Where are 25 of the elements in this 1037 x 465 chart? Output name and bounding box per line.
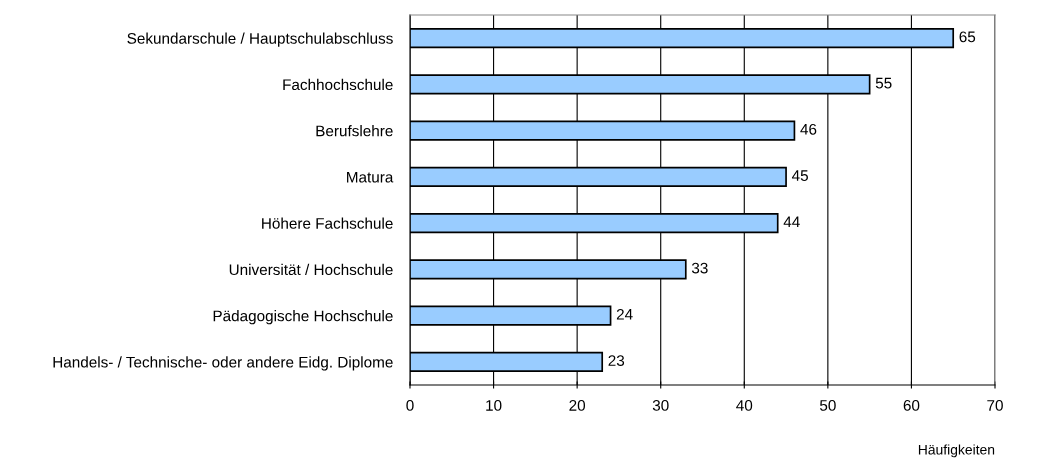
x-tick-label: 20	[569, 399, 586, 411]
x-tick-label: 60	[903, 399, 920, 411]
y-tick-label: Sekundarschule / Hauptschulabschluss	[127, 32, 393, 47]
data-label: 65	[959, 31, 976, 43]
x-tick-label: 0	[406, 399, 414, 411]
x-tick-label: 40	[736, 399, 753, 411]
data-label: 45	[791, 170, 808, 181]
x-tick-label: 30	[652, 399, 669, 411]
y-tick-label: Fachhochschule	[283, 78, 393, 91]
data-label: 24	[616, 308, 633, 320]
y-tick-label: Handels- / Technische- oder andere Eidg. Diplome	[53, 356, 393, 371]
y-tick-label: Pädagogische Hochschule	[213, 310, 393, 325]
data-label: 44	[783, 216, 800, 228]
y-tick-label: Universität / Hochschule	[229, 263, 393, 276]
y-tick-label: Berufslehre	[316, 125, 393, 137]
x-tick-label: 50	[819, 399, 836, 411]
data-label: 33	[691, 262, 708, 274]
x-tick-label: 10	[486, 399, 502, 411]
y-tick-label: Matura	[347, 171, 394, 183]
data-label: 23	[608, 355, 625, 366]
data-label: 46	[800, 123, 817, 135]
data-label: 55	[875, 77, 892, 89]
y-tick-label: Höhere Fachschule	[262, 217, 393, 229]
x-axis-title: Häufigkeiten	[918, 444, 995, 458]
x-tick-label: 70	[987, 399, 1003, 411]
